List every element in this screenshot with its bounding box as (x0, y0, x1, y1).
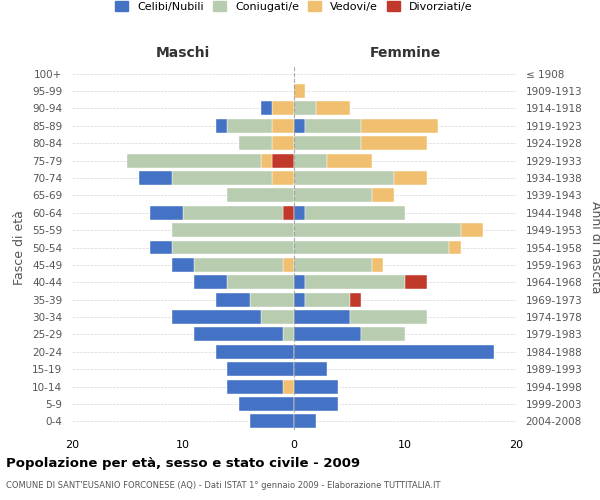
Bar (294, 414, 316, 428)
Bar (250, 292, 294, 306)
Bar (305, 119, 361, 133)
Bar (461, 223, 482, 237)
Bar (227, 188, 294, 202)
Bar (183, 206, 283, 220)
Bar (283, 328, 294, 342)
Bar (260, 310, 294, 324)
Bar (405, 276, 427, 289)
Bar (227, 380, 283, 394)
Bar (260, 154, 272, 168)
Text: Femmine: Femmine (370, 46, 440, 60)
Bar (216, 345, 294, 358)
Bar (227, 276, 294, 289)
Bar (305, 206, 405, 220)
Bar (139, 171, 172, 185)
Bar (349, 292, 361, 306)
Bar (250, 414, 294, 428)
Bar (294, 206, 305, 220)
Bar (294, 84, 305, 98)
Bar (172, 258, 194, 272)
Bar (305, 276, 405, 289)
Bar (172, 171, 272, 185)
Bar (283, 206, 294, 220)
Bar (294, 276, 305, 289)
Bar (349, 310, 427, 324)
Bar (272, 171, 294, 185)
Bar (227, 119, 272, 133)
Bar (194, 276, 227, 289)
Bar (294, 119, 305, 133)
Bar (216, 292, 250, 306)
Text: Maschi: Maschi (156, 46, 210, 60)
Bar (361, 136, 427, 150)
Y-axis label: Anni di nascita: Anni di nascita (589, 201, 600, 294)
Bar (294, 328, 361, 342)
Bar (294, 362, 328, 376)
Bar (172, 223, 294, 237)
Bar (294, 292, 305, 306)
Bar (260, 102, 272, 116)
Text: Popolazione per età, sesso e stato civile - 2009: Popolazione per età, sesso e stato civil… (6, 458, 360, 470)
Bar (294, 397, 338, 411)
Bar (283, 258, 294, 272)
Bar (172, 240, 294, 254)
Bar (150, 206, 183, 220)
Bar (294, 102, 316, 116)
Bar (127, 154, 260, 168)
Bar (294, 380, 338, 394)
Bar (294, 345, 494, 358)
Bar (294, 223, 461, 237)
Bar (294, 171, 394, 185)
Legend: Celibi/Nubili, Coniugati/e, Vedovi/e, Divorziati/e: Celibi/Nubili, Coniugati/e, Vedovi/e, Di… (112, 0, 476, 15)
Bar (272, 136, 294, 150)
Bar (150, 240, 172, 254)
Bar (294, 258, 372, 272)
Bar (272, 154, 294, 168)
Bar (239, 397, 294, 411)
Y-axis label: Fasce di età: Fasce di età (13, 210, 26, 285)
Bar (294, 136, 361, 150)
Bar (294, 188, 372, 202)
Bar (316, 102, 349, 116)
Bar (272, 102, 294, 116)
Bar (194, 328, 283, 342)
Bar (172, 310, 260, 324)
Bar (449, 240, 461, 254)
Bar (294, 310, 349, 324)
Bar (305, 292, 349, 306)
Bar (372, 188, 394, 202)
Bar (394, 171, 427, 185)
Bar (272, 119, 294, 133)
Bar (283, 380, 294, 394)
Bar (361, 328, 405, 342)
Bar (216, 119, 227, 133)
Bar (372, 258, 383, 272)
Bar (239, 136, 272, 150)
Bar (194, 258, 283, 272)
Bar (227, 362, 294, 376)
Bar (294, 240, 449, 254)
Text: COMUNE DI SANT'EUSANIO FORCONESE (AQ) - Dati ISTAT 1° gennaio 2009 - Elaborazion: COMUNE DI SANT'EUSANIO FORCONESE (AQ) - … (6, 481, 440, 490)
Bar (328, 154, 372, 168)
Bar (294, 154, 328, 168)
Bar (361, 119, 439, 133)
